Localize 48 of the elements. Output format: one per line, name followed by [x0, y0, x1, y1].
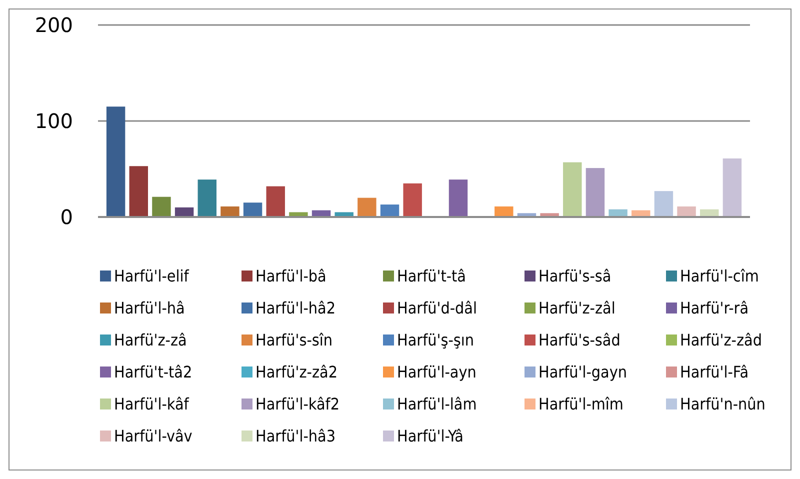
legend-label: Harfü'l-kâf: [114, 394, 190, 414]
legend-label: Harfü'l-ayn: [397, 362, 476, 382]
bar: [563, 162, 582, 217]
legend-label: Harfü'l-cîm: [680, 266, 759, 286]
legend-label: Harfü'l-hâ2: [256, 298, 336, 318]
legend-label: Harfü'l-bâ: [256, 266, 326, 286]
bar: [243, 202, 262, 217]
bar: [403, 183, 422, 217]
bar: [494, 206, 514, 217]
bar: [152, 196, 171, 217]
legend-label: Harfü'l-vâv: [114, 426, 193, 446]
legend-label: Harfü'l-Fâ: [680, 362, 749, 382]
legend-label: Harfü'l-gayn: [538, 362, 627, 382]
bar: [380, 204, 400, 217]
legend-label: Harfü'z-zâd: [680, 330, 762, 350]
bar: [198, 180, 216, 217]
bar: [677, 206, 696, 217]
legend-label: Harfü'l-kâf2: [256, 394, 340, 414]
legend-label: Harfü's-sâ: [538, 266, 612, 286]
legend-label: Harfü't-tâ: [397, 266, 466, 286]
bar: [266, 186, 285, 217]
legend-label: Harfü'r-râ: [680, 298, 749, 318]
legend-label: Harfü'l-mîm: [538, 394, 624, 414]
y-tick-label: 200: [34, 13, 73, 37]
y-tick-label: 0: [60, 205, 73, 229]
legend-label: Harfü's-sîn: [256, 330, 333, 350]
legend-label: Harfü'z-zâ: [114, 330, 187, 350]
legend-label: Harfü'n-nûn: [680, 394, 766, 414]
legend-label: Harfü's-sâd: [538, 330, 620, 350]
legend-label: Harfü'l-Yâ: [397, 426, 464, 446]
legend-label: Harfü'l-hâ3: [256, 426, 336, 446]
bar: [358, 198, 376, 217]
legend-label: Harfü'l-elif: [114, 266, 190, 286]
bar: [220, 206, 240, 217]
legend-label: Harfü'l-lâm: [397, 394, 477, 414]
legend-label: Harfü'z-zâ2: [256, 362, 338, 382]
bar: [654, 191, 674, 217]
legend-label: Harfü'd-dâl: [397, 298, 477, 318]
legend-label: Harfü't-tâ2: [114, 362, 192, 382]
bar: [106, 106, 126, 217]
y-tick-label: 100: [34, 109, 73, 133]
legend-label: Harfü'z-zâl: [538, 298, 616, 318]
legend-label: Harfü'ş-şın: [397, 330, 474, 350]
bar: [129, 166, 148, 217]
bar: [722, 158, 742, 217]
legend-label: Harfü'l-hâ: [114, 298, 185, 318]
bar: [586, 168, 605, 217]
bar: [448, 180, 468, 217]
